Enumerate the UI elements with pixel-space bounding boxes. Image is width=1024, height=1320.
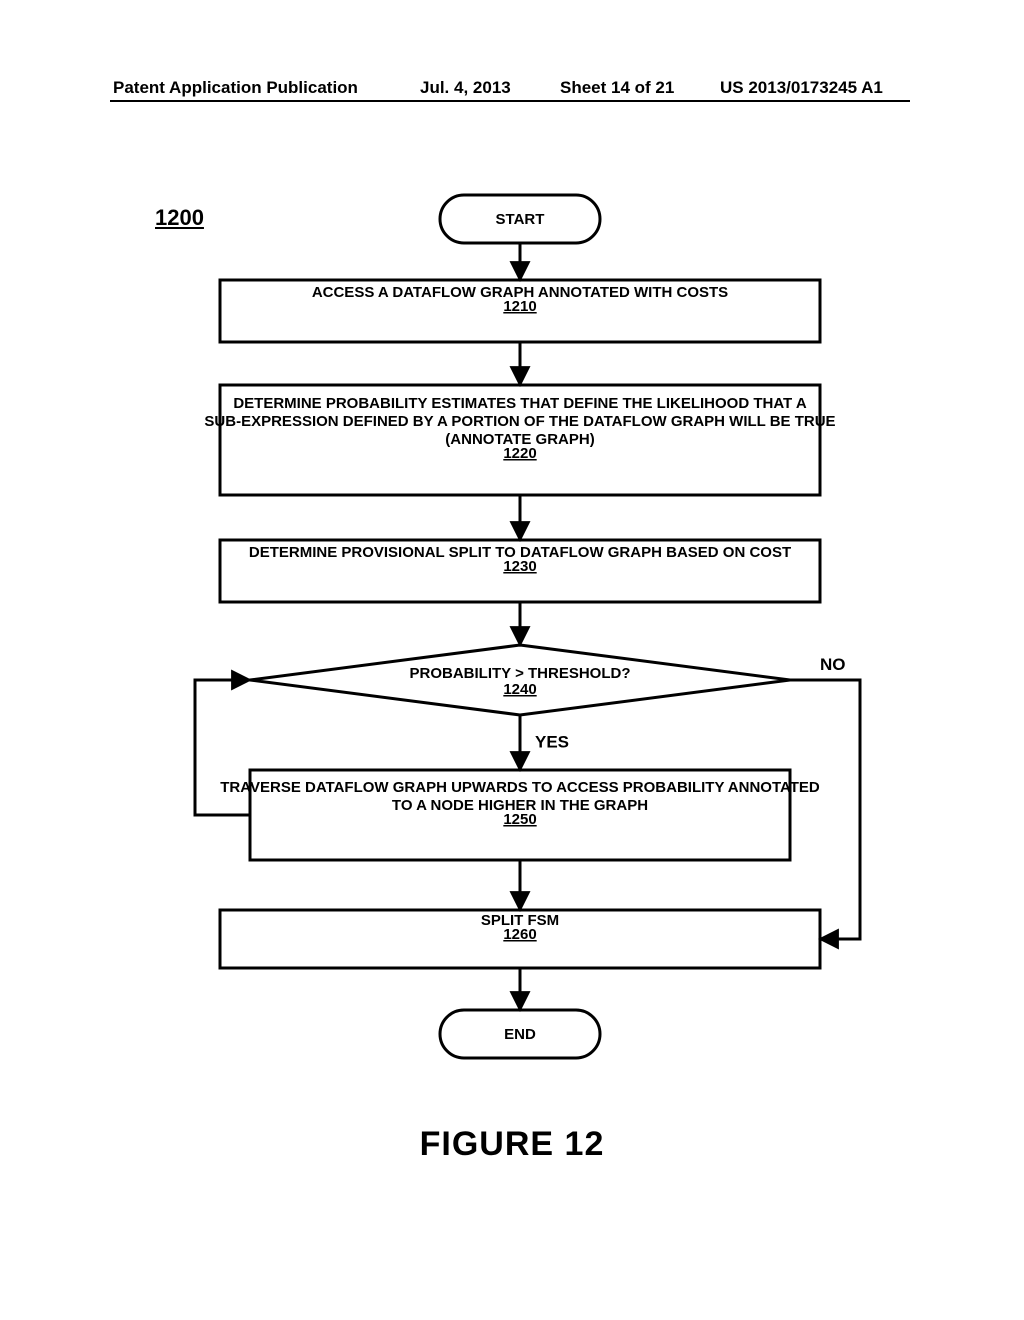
svg-text:START: START (496, 211, 545, 228)
publication-number: US 2013/0173245 A1 (720, 78, 883, 98)
svg-text:1210: 1210 (503, 298, 536, 315)
page: Patent Application Publication Jul. 4, 2… (0, 0, 1024, 1320)
svg-text:1230: 1230 (503, 558, 536, 575)
svg-text:1260: 1260 (503, 926, 536, 943)
svg-text:1250: 1250 (503, 811, 536, 828)
sheet-number: Sheet 14 of 21 (560, 78, 674, 98)
header-rule (110, 100, 910, 102)
svg-text:1240: 1240 (503, 681, 536, 698)
figure-title: FIGURE 12 (0, 1125, 1024, 1164)
svg-text:TRAVERSE DATAFLOW GRAPH UPWARD: TRAVERSE DATAFLOW GRAPH UPWARDS TO ACCES… (220, 779, 820, 796)
flowchart: STARTACCESS A DATAFLOW GRAPH ANNOTATED W… (160, 190, 880, 1110)
publication-date: Jul. 4, 2013 (420, 78, 511, 98)
svg-text:SUB-EXPRESSION DEFINED BY A PO: SUB-EXPRESSION DEFINED BY A PORTION OF T… (204, 413, 835, 430)
publication-label: Patent Application Publication (113, 78, 358, 98)
svg-text:NO: NO (820, 655, 846, 674)
svg-text:1220: 1220 (503, 445, 536, 462)
svg-text:PROBABILITY > THRESHOLD?: PROBABILITY > THRESHOLD? (410, 665, 631, 682)
svg-text:YES: YES (535, 733, 569, 752)
svg-text:END: END (504, 1026, 536, 1043)
svg-text:DETERMINE PROBABILITY ESTIMATE: DETERMINE PROBABILITY ESTIMATES THAT DEF… (233, 395, 807, 412)
